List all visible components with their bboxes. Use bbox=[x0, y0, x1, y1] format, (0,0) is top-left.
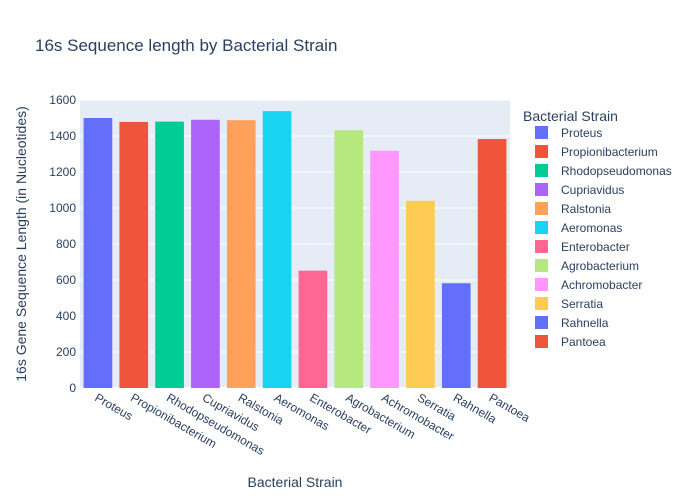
legend-swatch bbox=[535, 126, 548, 139]
legend-item[interactable]: Aeromonas bbox=[535, 221, 622, 235]
y-tick-label: 0 bbox=[69, 381, 76, 395]
bar-agrobacterium[interactable] bbox=[334, 130, 364, 389]
legend-label: Enterobacter bbox=[561, 240, 630, 254]
legend-swatch bbox=[535, 316, 548, 329]
bar-rahnella[interactable] bbox=[441, 283, 471, 388]
y-axis-ticks: 0 200 400 600 800 1000 1200 1400 1600 bbox=[49, 93, 76, 395]
y-tick-label: 1400 bbox=[49, 129, 76, 143]
legend-label: Rahnella bbox=[561, 316, 609, 330]
y-tick-label: 800 bbox=[56, 237, 76, 251]
legend-label: Propionibacterium bbox=[561, 145, 658, 159]
legend-label: Serratia bbox=[561, 297, 603, 311]
legend-label: Agrobacterium bbox=[561, 259, 639, 273]
legend-swatch bbox=[535, 145, 548, 158]
chart-title: 16s Sequence length by Bacterial Strain bbox=[35, 36, 337, 55]
legend-label: Ralstonia bbox=[561, 202, 611, 216]
legend-item[interactable]: Cupriavidus bbox=[535, 183, 624, 197]
legend-label: Rhodopseudomonas bbox=[561, 164, 672, 178]
legend-item[interactable]: Proteus bbox=[535, 126, 602, 140]
legend-item[interactable]: Rahnella bbox=[535, 316, 609, 330]
x-tick-label: Proteus bbox=[92, 390, 135, 423]
legend-swatch bbox=[535, 164, 548, 177]
legend-item[interactable]: Achromobacter bbox=[535, 278, 642, 292]
legend-swatch bbox=[535, 259, 548, 272]
bar-propionibacterium[interactable] bbox=[119, 121, 149, 389]
bar-rhodopseudomonas[interactable] bbox=[155, 121, 184, 388]
legend-label: Proteus bbox=[561, 126, 602, 140]
legend-item[interactable]: Propionibacterium bbox=[535, 145, 658, 159]
bar-enterobacter[interactable] bbox=[298, 270, 328, 388]
legend-swatch bbox=[535, 202, 548, 215]
legend-title: Bacterial Strain bbox=[523, 108, 618, 124]
bar-pantoea[interactable] bbox=[477, 139, 507, 388]
legend-label: Aeromonas bbox=[561, 221, 622, 235]
legend-item[interactable]: Ralstonia bbox=[535, 202, 611, 216]
y-tick-label: 1000 bbox=[49, 201, 76, 215]
y-tick-label: 400 bbox=[56, 309, 76, 323]
y-axis-title: 16s Gene Sequence Length (in Nucleotides… bbox=[13, 106, 29, 382]
y-tick-label: 200 bbox=[56, 345, 76, 359]
legend-items: Proteus Propionibacterium Rhodopseudomonas… bbox=[535, 126, 672, 349]
y-tick-label: 1600 bbox=[49, 93, 76, 107]
x-axis-title: Bacterial Strain bbox=[248, 474, 343, 490]
legend-label: Pantoea bbox=[561, 335, 606, 349]
legend: Bacterial Strain Proteus Propionibacteriu… bbox=[523, 108, 672, 349]
legend-label: Achromobacter bbox=[561, 278, 642, 292]
legend-swatch bbox=[535, 278, 548, 291]
y-tick-label: 1200 bbox=[49, 165, 76, 179]
legend-item[interactable]: Agrobacterium bbox=[535, 259, 639, 273]
legend-swatch bbox=[535, 240, 548, 253]
legend-item[interactable]: Rhodopseudomonas bbox=[535, 164, 672, 178]
bar-aeromonas[interactable] bbox=[262, 111, 292, 388]
bar-achromobacter[interactable] bbox=[370, 150, 399, 388]
bars[interactable] bbox=[83, 111, 507, 389]
legend-item[interactable]: Serratia bbox=[535, 297, 603, 311]
gridlines bbox=[80, 99, 510, 389]
bar-cupriavidus[interactable] bbox=[191, 119, 220, 389]
legend-item[interactable]: Pantoea bbox=[535, 335, 606, 349]
legend-swatch bbox=[535, 183, 548, 196]
bar-ralstonia[interactable] bbox=[226, 120, 256, 388]
legend-label: Cupriavidus bbox=[561, 183, 624, 197]
bar-proteus[interactable] bbox=[83, 118, 113, 388]
legend-swatch bbox=[535, 221, 548, 234]
legend-swatch bbox=[535, 297, 548, 310]
legend-item[interactable]: Enterobacter bbox=[535, 240, 630, 254]
bar-serratia[interactable] bbox=[406, 200, 435, 388]
x-axis-ticks: ProteusPropionibacteriumRhodopseudomonas… bbox=[92, 390, 532, 457]
legend-swatch bbox=[535, 335, 548, 348]
y-tick-label: 600 bbox=[56, 273, 76, 287]
